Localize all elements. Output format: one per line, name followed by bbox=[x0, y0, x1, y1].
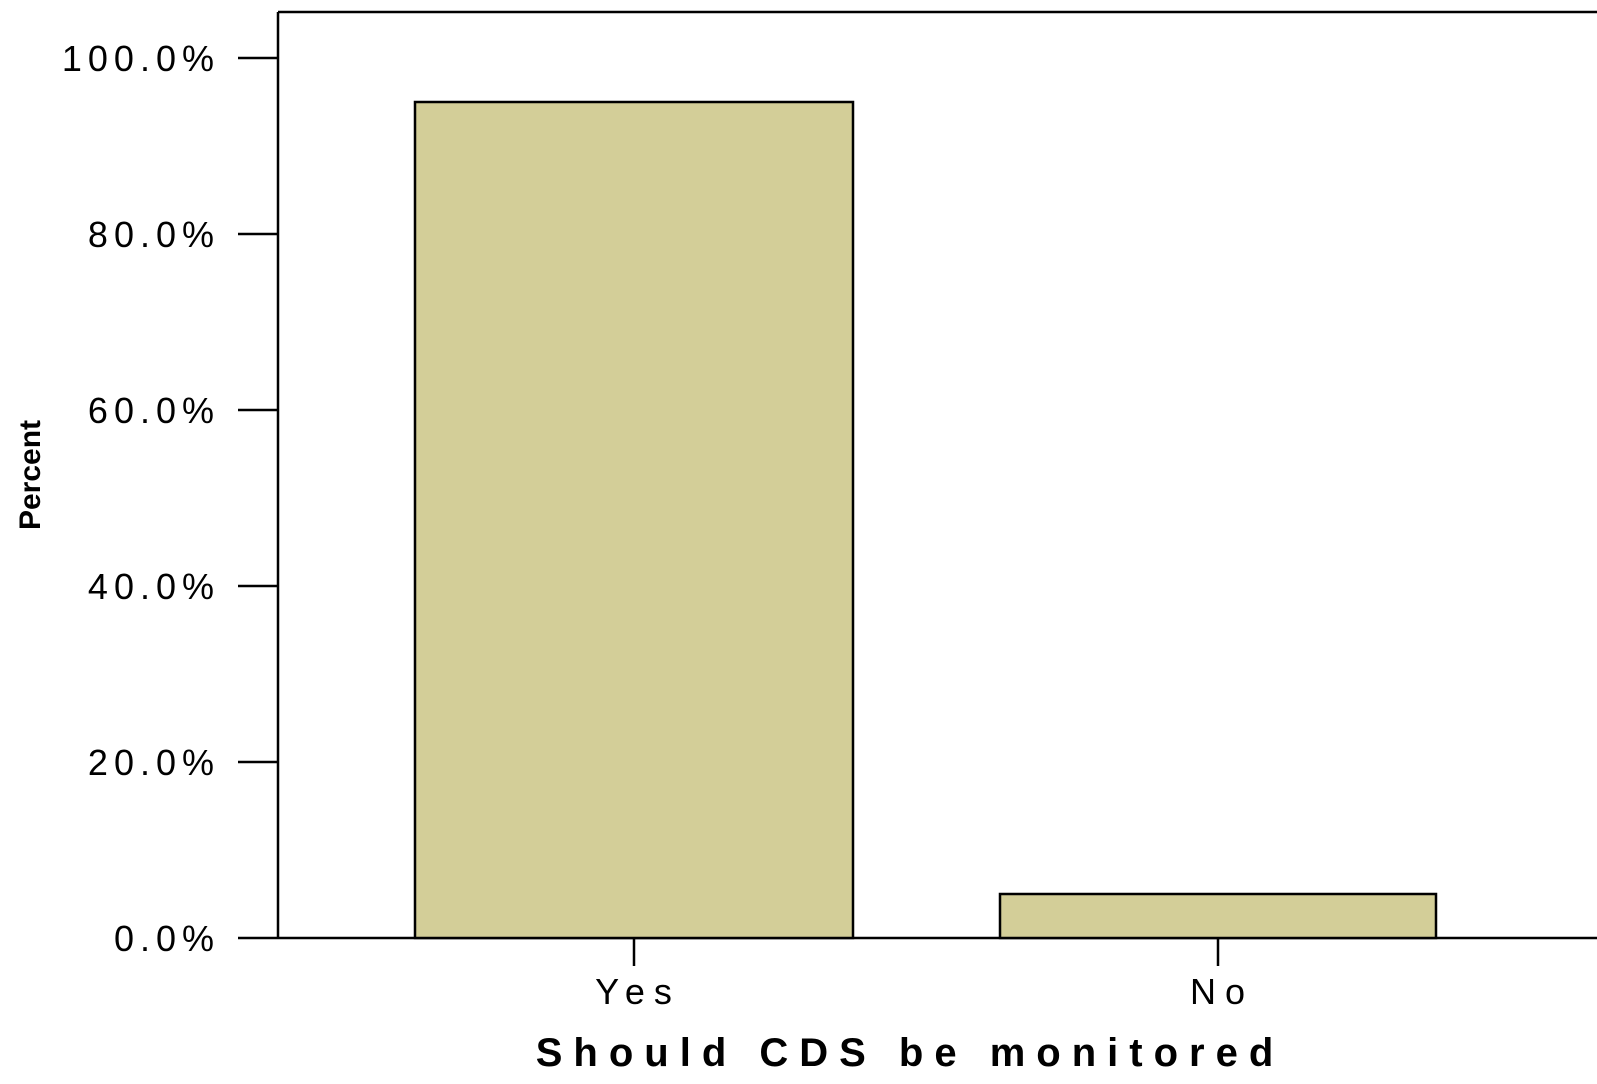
x-tick-label-yes: Yes bbox=[595, 971, 681, 1012]
y-tick-label: 80.0% bbox=[88, 214, 220, 255]
bars bbox=[413, 100, 1438, 940]
x-axis: Yes No bbox=[595, 938, 1254, 1012]
x-axis-title: Should CDS be monitored bbox=[536, 1031, 1285, 1075]
bar-yes bbox=[413, 100, 855, 940]
y-tick-label: 20.0% bbox=[88, 742, 220, 783]
x-tick-label-no: No bbox=[1190, 971, 1254, 1012]
y-tick-label: 40.0% bbox=[88, 566, 220, 607]
y-axis-title: Percent bbox=[14, 420, 47, 530]
bar-no bbox=[998, 892, 1438, 940]
y-tick-label: 0.0% bbox=[114, 918, 220, 959]
y-tick-label: 60.0% bbox=[88, 390, 220, 431]
y-axis: 0.0% 20.0% 40.0% 60.0% 80.0% 100.0% bbox=[62, 38, 278, 959]
y-tick-label: 100.0% bbox=[62, 38, 220, 79]
